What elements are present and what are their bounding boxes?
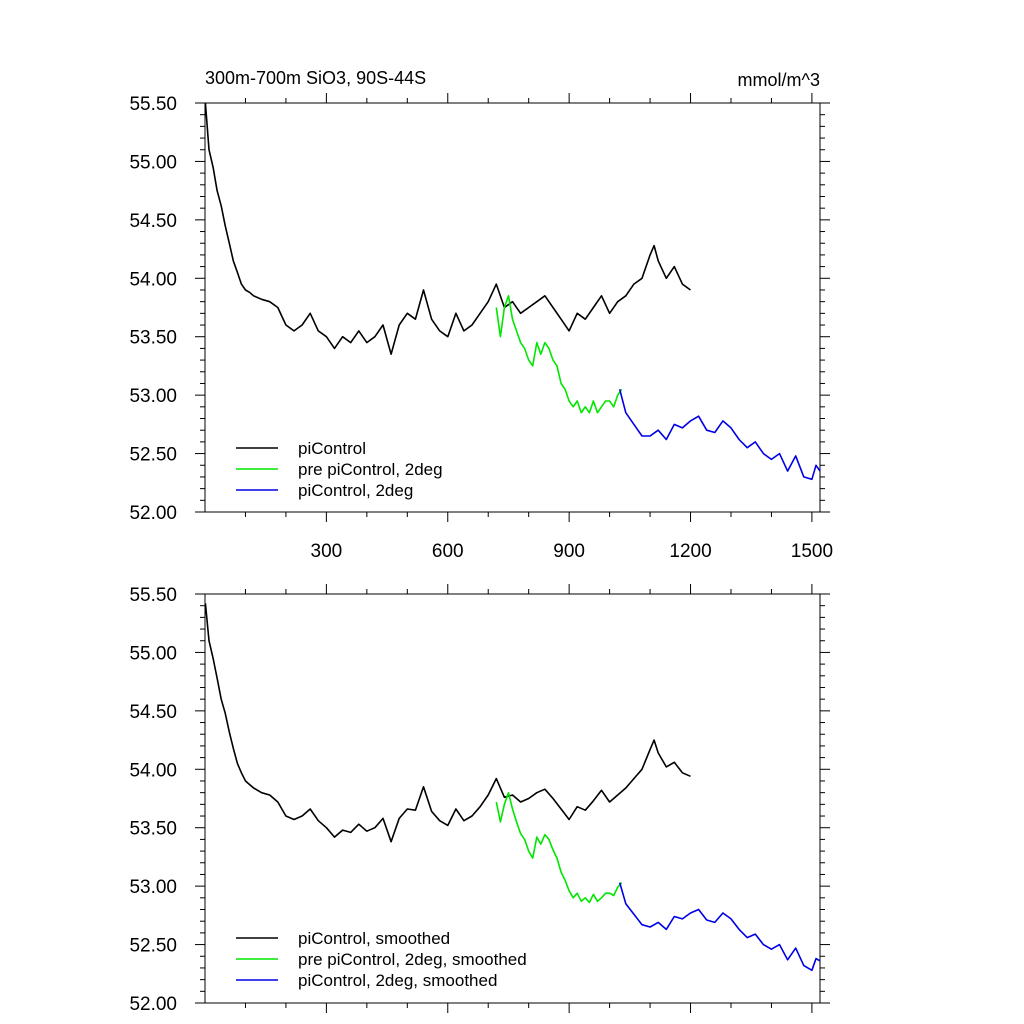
y-tick-label: 54.00 [129,269,177,290]
y-tick-label: 53.00 [129,877,177,898]
plot-frame [204,593,821,1004]
plot-frame [204,102,821,513]
bottom-panel: 52.00 52.50 53.00 53.50 54.00 54.50 55.00 55.50… [129,584,830,1015]
y-tick-label: 55.50 [129,94,177,115]
y-tick-label: 54.00 [129,760,177,781]
y-tick-label: 55.50 [129,585,177,606]
y-tick-label: 52.00 [129,994,177,1015]
y-tick-label: 52.50 [129,936,177,957]
series-line-picontrol-2deg-smoothed [618,882,821,972]
y-tick-label: 53.50 [129,819,177,840]
x-tick-label: 600 [432,541,464,562]
series-line-picontrol-smoothed [204,603,691,843]
y-tick-label: 54.50 [129,702,177,723]
x-tick-label: 900 [553,541,585,562]
legend-label: piControl, smoothed [298,929,450,948]
top-panel: 52.00 52.50 53.00 53.50 54.00 54.50 55.00 55.50… [129,93,833,562]
y-tick-label: 53.00 [129,386,177,407]
y-tick-label: 52.50 [129,445,177,466]
x-tick-label: 300 [311,541,343,562]
y-tick-label: 53.50 [129,328,177,349]
y-tick-label: 52.00 [129,503,177,524]
chart-title: 300m-700m SiO3, 90S-44S [205,68,426,88]
legend-label: pre piControl, 2deg, smoothed [298,950,527,969]
y-tick-label: 54.50 [129,211,177,232]
series-line-pre-picontrol-2deg-smoothed [495,791,623,904]
y-tick-label: 55.00 [129,643,177,664]
legend-label: piControl [298,439,366,458]
legend-label: piControl, 2deg, smoothed [298,971,497,990]
y-tick-label: 55.00 [129,152,177,173]
x-tick-label: 1500 [791,541,833,562]
series-line-picontrol-2deg [618,389,821,481]
legend-label: pre piControl, 2deg [298,460,443,479]
legend-label: piControl, 2deg [298,481,413,500]
series-line-picontrol [204,102,691,356]
units-label: mmol/m^3 [738,70,820,90]
series-line-pre-picontrol-2deg [495,294,623,414]
x-tick-label: 1200 [669,541,711,562]
